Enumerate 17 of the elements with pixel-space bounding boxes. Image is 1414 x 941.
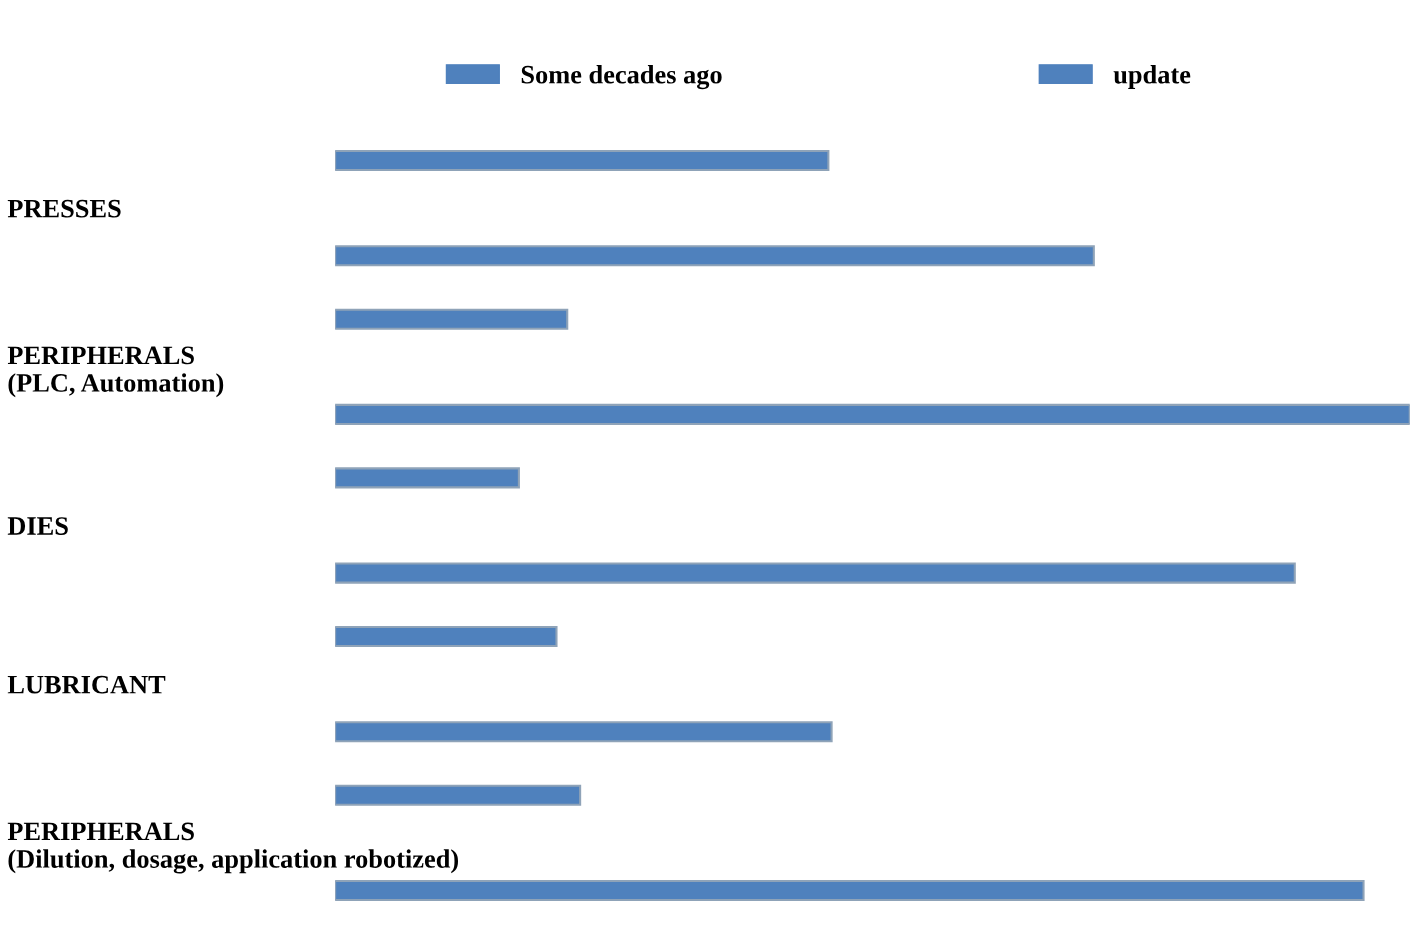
legend-label: Some decades ago (521, 65, 722, 90)
bar (335, 467, 520, 489)
y-tick-label: LUBRICANT (7, 675, 166, 694)
bar (335, 149, 830, 172)
y-tick-label: PRESSES (7, 199, 121, 218)
bar (335, 562, 1296, 584)
bar (335, 245, 1095, 267)
bar (335, 721, 833, 743)
bar (335, 784, 582, 806)
bar (335, 879, 1365, 901)
legend-label: update (1113, 65, 1191, 89)
bar (335, 626, 558, 648)
bar (335, 308, 569, 330)
y-tick-label: DIES (7, 517, 68, 535)
y-tick-label: PERIPHERALS (PLC, Automation) (7, 346, 224, 398)
bar (335, 403, 1410, 425)
y-tick-label: PERIPHERALS (Dilution, dosage, application robotized) (7, 822, 459, 874)
